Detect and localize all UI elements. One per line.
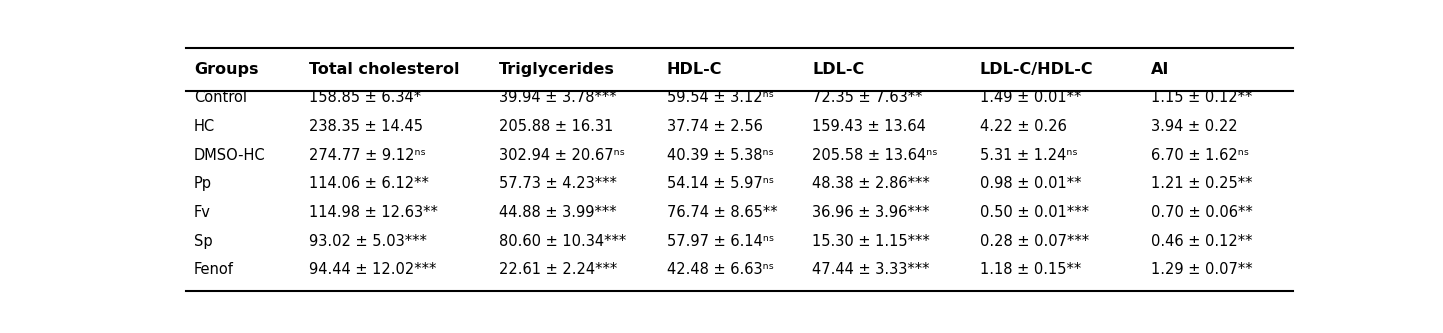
Text: 0.70 ± 0.06**: 0.70 ± 0.06** bbox=[1152, 205, 1253, 220]
Text: LDL-C: LDL-C bbox=[812, 62, 864, 77]
Text: AI: AI bbox=[1152, 62, 1169, 77]
Text: 22.61 ± 2.24***: 22.61 ± 2.24*** bbox=[499, 262, 618, 277]
Text: 114.98 ± 12.63**: 114.98 ± 12.63** bbox=[309, 205, 437, 220]
Text: Control: Control bbox=[193, 90, 247, 105]
Text: 94.44 ± 12.02***: 94.44 ± 12.02*** bbox=[309, 262, 436, 277]
Text: Pp: Pp bbox=[193, 176, 212, 191]
Text: 80.60 ± 10.34***: 80.60 ± 10.34*** bbox=[499, 234, 626, 249]
Text: Triglycerides: Triglycerides bbox=[499, 62, 615, 77]
Text: 158.85 ± 6.34*: 158.85 ± 6.34* bbox=[309, 90, 421, 105]
Text: 1.15 ± 0.12**: 1.15 ± 0.12** bbox=[1152, 90, 1253, 105]
Text: Fenof: Fenof bbox=[193, 262, 234, 277]
Text: Groups: Groups bbox=[193, 62, 258, 77]
Text: 36.96 ± 3.96***: 36.96 ± 3.96*** bbox=[812, 205, 929, 220]
Text: Fv: Fv bbox=[193, 205, 211, 220]
Text: 0.50 ± 0.01***: 0.50 ± 0.01*** bbox=[980, 205, 1089, 220]
Text: 3.94 ± 0.22: 3.94 ± 0.22 bbox=[1152, 119, 1238, 134]
Text: 48.38 ± 2.86***: 48.38 ± 2.86*** bbox=[812, 176, 929, 191]
Text: 159.43 ± 13.64: 159.43 ± 13.64 bbox=[812, 119, 926, 134]
Text: 238.35 ± 14.45: 238.35 ± 14.45 bbox=[309, 119, 423, 134]
Text: 274.77 ± 9.12ⁿˢ: 274.77 ± 9.12ⁿˢ bbox=[309, 148, 426, 163]
Text: 6.70 ± 1.62ⁿˢ: 6.70 ± 1.62ⁿˢ bbox=[1152, 148, 1250, 163]
Text: 205.88 ± 16.31: 205.88 ± 16.31 bbox=[499, 119, 613, 134]
Text: 57.73 ± 4.23***: 57.73 ± 4.23*** bbox=[499, 176, 618, 191]
Text: Sp: Sp bbox=[193, 234, 212, 249]
Text: HC: HC bbox=[193, 119, 215, 134]
Text: 72.35 ± 7.63**: 72.35 ± 7.63** bbox=[812, 90, 922, 105]
Text: 93.02 ± 5.03***: 93.02 ± 5.03*** bbox=[309, 234, 427, 249]
Text: 44.88 ± 3.99***: 44.88 ± 3.99*** bbox=[499, 205, 616, 220]
Text: 4.22 ± 0.26: 4.22 ± 0.26 bbox=[980, 119, 1066, 134]
Text: 114.06 ± 6.12**: 114.06 ± 6.12** bbox=[309, 176, 429, 191]
Text: 40.39 ± 5.38ⁿˢ: 40.39 ± 5.38ⁿˢ bbox=[667, 148, 773, 163]
Text: 1.49 ± 0.01**: 1.49 ± 0.01** bbox=[980, 90, 1081, 105]
Text: DMSO-HC: DMSO-HC bbox=[193, 148, 266, 163]
Text: 57.97 ± 6.14ⁿˢ: 57.97 ± 6.14ⁿˢ bbox=[667, 234, 773, 249]
Text: 47.44 ± 3.33***: 47.44 ± 3.33*** bbox=[812, 262, 929, 277]
Text: 37.74 ± 2.56: 37.74 ± 2.56 bbox=[667, 119, 763, 134]
Text: 1.18 ± 0.15**: 1.18 ± 0.15** bbox=[980, 262, 1081, 277]
Text: 205.58 ± 13.64ⁿˢ: 205.58 ± 13.64ⁿˢ bbox=[812, 148, 938, 163]
Text: Total cholesterol: Total cholesterol bbox=[309, 62, 459, 77]
Text: LDL-C/HDL-C: LDL-C/HDL-C bbox=[980, 62, 1094, 77]
Text: 1.29 ± 0.07**: 1.29 ± 0.07** bbox=[1152, 262, 1253, 277]
Text: 302.94 ± 20.67ⁿˢ: 302.94 ± 20.67ⁿˢ bbox=[499, 148, 625, 163]
Text: 42.48 ± 6.63ⁿˢ: 42.48 ± 6.63ⁿˢ bbox=[667, 262, 773, 277]
Text: 0.46 ± 0.12**: 0.46 ± 0.12** bbox=[1152, 234, 1253, 249]
Text: 1.21 ± 0.25**: 1.21 ± 0.25** bbox=[1152, 176, 1253, 191]
Text: HDL-C: HDL-C bbox=[667, 62, 723, 77]
Text: 15.30 ± 1.15***: 15.30 ± 1.15*** bbox=[812, 234, 929, 249]
Text: 0.28 ± 0.07***: 0.28 ± 0.07*** bbox=[980, 234, 1089, 249]
Text: 76.74 ± 8.65**: 76.74 ± 8.65** bbox=[667, 205, 778, 220]
Text: 0.98 ± 0.01**: 0.98 ± 0.01** bbox=[980, 176, 1081, 191]
Text: 5.31 ± 1.24ⁿˢ: 5.31 ± 1.24ⁿˢ bbox=[980, 148, 1078, 163]
Text: 54.14 ± 5.97ⁿˢ: 54.14 ± 5.97ⁿˢ bbox=[667, 176, 773, 191]
Text: 59.54 ± 3.12ⁿˢ: 59.54 ± 3.12ⁿˢ bbox=[667, 90, 773, 105]
Text: 39.94 ± 3.78***: 39.94 ± 3.78*** bbox=[499, 90, 616, 105]
